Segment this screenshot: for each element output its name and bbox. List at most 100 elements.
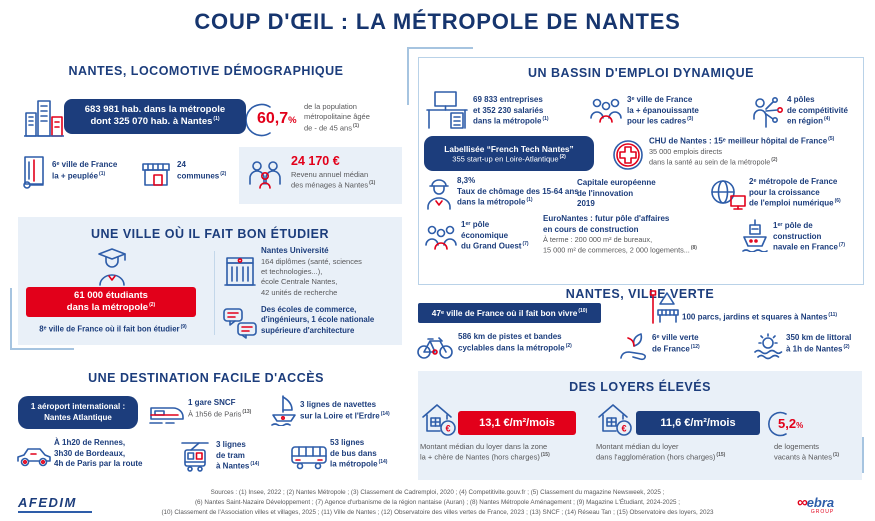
text-line: métropolitaine âgée bbox=[304, 112, 370, 122]
university-text: Nantes Université 164 diplômes (santé, s… bbox=[261, 246, 362, 298]
text-line: 69 833 entreprises bbox=[473, 95, 543, 104]
section-header-jobs: UN BASSIN D'EMPLOI DYNAMIQUE bbox=[527, 66, 754, 80]
text-line: dans la métropole(1) bbox=[457, 197, 533, 207]
text-line: Montant médian du loyer dans la zone bbox=[420, 442, 548, 451]
text-line: Des écoles de commerce, bbox=[261, 305, 357, 314]
text-line: Nantes Atlantique bbox=[44, 412, 112, 422]
text-line: sur la Loire et l'Erdre(14) bbox=[300, 410, 390, 421]
cebra-logo-subtitle: GROUP bbox=[810, 509, 835, 515]
text-line: des ménages à Nantes(1) bbox=[291, 180, 376, 190]
study-section-box: UNE VILLE OÙ IL FAIT BON ÉTUDIER 61 000 … bbox=[18, 217, 402, 345]
corner-bracket-decoration bbox=[407, 47, 473, 105]
text-line: de l'innovation bbox=[577, 188, 634, 198]
text-line: 35 000 emplois directs bbox=[649, 147, 723, 157]
text-line: à 1h de Nantes(2) bbox=[786, 343, 850, 354]
text-line: d'ingénieurs, 1 école nationale bbox=[261, 315, 375, 325]
people-group-icon bbox=[424, 223, 458, 260]
text-line: 1ᵉʳ pôle bbox=[461, 220, 490, 229]
sailboat-icon bbox=[270, 394, 298, 431]
text-line: EuroNantes : futur pôle d'affaires bbox=[543, 214, 670, 223]
text-line: 350 km de littoral bbox=[786, 333, 852, 342]
text-line: À terme : 200 000 m² de bureaux, bbox=[543, 235, 653, 245]
percent-arc-icon bbox=[768, 409, 788, 444]
text-line: 42 unités de recherche bbox=[261, 287, 338, 297]
cargo-ship-icon bbox=[741, 218, 769, 257]
median-income-value: 24 170 € bbox=[291, 154, 340, 168]
innovation-capital-text: Capitale européenne de l'innovation 2019 bbox=[577, 178, 656, 210]
afedim-logo-text: AFEDIM bbox=[18, 495, 77, 510]
text-line: 1 aéroport international : bbox=[30, 401, 126, 411]
median-income-text: Revenu annuel médian des ménages à Nante… bbox=[291, 170, 375, 191]
svg-text:€: € bbox=[445, 424, 450, 434]
text-line: 61 000 étudiants bbox=[74, 289, 148, 301]
text-line: pour les cadres(3) bbox=[627, 116, 694, 126]
text-line: cyclables dans la métropole(2) bbox=[458, 342, 572, 353]
text-line: de tram bbox=[216, 450, 245, 460]
parks-count-text: 100 parcs, jardins et squares à Nantes(1… bbox=[682, 312, 838, 322]
text-line: vacants à Nantes(1) bbox=[774, 452, 840, 462]
city-buildings-icon bbox=[23, 96, 65, 143]
economic-hub-text: 1ᵉʳ pôle économique du Grand Ouest(7) bbox=[461, 220, 529, 252]
text-line: À 1h20 de Rennes, bbox=[54, 438, 126, 447]
text-line: et 352 230 salariés bbox=[473, 105, 544, 115]
vacancy-value: 5,2% bbox=[778, 416, 804, 431]
livable-city-badge: 47ᵉ ville de France où il fait bon vivre… bbox=[418, 303, 601, 323]
train-station-text: 1 gare SNCF À 1h56 de Paris(13) bbox=[188, 398, 251, 419]
river-shuttles-text: 3 lignes de navettes sur la Loire et l'E… bbox=[300, 400, 390, 422]
text-line: supérieure d'architecture bbox=[261, 325, 355, 335]
cebra-logo-text: ∞ ebra bbox=[797, 494, 835, 511]
sources-text: Sources : (1) Insee, 2022 ; (2) Nantes M… bbox=[0, 488, 875, 518]
text-line: en région(4) bbox=[787, 116, 831, 126]
text-line: construction bbox=[773, 231, 822, 241]
text-line: 3 lignes de navettes bbox=[300, 400, 377, 409]
unemployment-value: 8,3% bbox=[457, 176, 476, 185]
executives-rank-text: 3ᵉ ville de France la + épanouissante po… bbox=[627, 95, 699, 127]
text-line: 1ᵉʳ pôle de bbox=[773, 221, 813, 230]
afedim-logo: AFEDIM bbox=[18, 495, 92, 513]
text-line: économique bbox=[461, 230, 509, 240]
text-line: 6ᵉ ville de France bbox=[52, 160, 118, 169]
text-line: 3ᵉ ville de France bbox=[627, 95, 693, 104]
vacancy-text: de logements vacants à Nantes(1) bbox=[774, 442, 839, 463]
text-line: Taux de chômage des 15-64 ans bbox=[457, 186, 579, 196]
text-line: dont 325 070 hab. à Nantes(1) bbox=[90, 116, 220, 128]
text-line: 24 bbox=[177, 160, 186, 169]
text-line: 6ᵉ ville verte bbox=[652, 333, 699, 342]
text-line: de l'emploi numérique(6) bbox=[749, 198, 841, 208]
median-income-card: 24 170 € Revenu annuel médian des ménage… bbox=[239, 147, 402, 204]
family-icon bbox=[247, 158, 283, 199]
text-line: de bus dans bbox=[330, 448, 377, 458]
corner-bracket-decoration bbox=[10, 288, 74, 350]
text-line: la métropole(14) bbox=[330, 459, 388, 469]
medical-cross-icon bbox=[611, 138, 645, 177]
text-line: la + épanouissante bbox=[627, 105, 699, 115]
companies-text: 69 833 entreprises et 352 230 salariés d… bbox=[473, 95, 549, 127]
worker-icon bbox=[425, 177, 453, 216]
text-line: Sources : (1) Insee, 2022 ; (2) Nantes M… bbox=[210, 489, 665, 496]
text-line: la + peuplée(1) bbox=[52, 170, 106, 181]
town-hall-icon bbox=[140, 158, 172, 193]
jobs-section-box: UN BASSIN D'EMPLOI DYNAMIQUE 69 833 entr… bbox=[418, 57, 864, 285]
population-badge: 683 981 hab. dans la métropole dont 325 … bbox=[64, 99, 246, 134]
student-icon bbox=[94, 245, 130, 292]
university-title: Nantes Université bbox=[261, 246, 329, 255]
green-city-rank-text: 6ᵉ ville verte de France(12) bbox=[652, 333, 700, 355]
university-building-icon bbox=[224, 255, 256, 294]
city-map-icon bbox=[20, 154, 48, 195]
road-travel-text: À 1h20 de Rennes, 3h30 de Bordeaux, 4h d… bbox=[54, 438, 142, 470]
chu-hospital-text: CHU de Nantes : 15ᵉ meilleur hôpital de … bbox=[649, 136, 834, 168]
text-line: 4 pôles bbox=[787, 95, 815, 104]
digital-jobs-text: 2ᵉ métropole de France pour la croissanc… bbox=[749, 177, 841, 209]
section-header-access: UNE DESTINATION FACILE D'ACCÈS bbox=[88, 371, 324, 385]
text-line: 3h30 de Bordeaux, bbox=[54, 448, 126, 458]
chu-title: CHU de Nantes : 15ᵉ meilleur hôpital de … bbox=[649, 136, 835, 146]
sun-sea-icon bbox=[752, 332, 784, 365]
unemployment-text: 8,3% Taux de chômage des 15-64 ans dans … bbox=[457, 176, 579, 208]
text-line: (10) Classement de l'Association villes … bbox=[161, 509, 714, 517]
text-line: de logements bbox=[774, 442, 820, 451]
infinity-icon: ∞ bbox=[797, 494, 808, 511]
rent-agglo-text: Montant médian du loyer dans l'aggloméra… bbox=[596, 442, 725, 463]
house-euro-icon: € bbox=[420, 401, 458, 442]
tram-lines-text: 3 lignes de tram à Nantes(14) bbox=[216, 440, 259, 472]
text-line: 586 km de pistes et bandes bbox=[458, 332, 562, 341]
